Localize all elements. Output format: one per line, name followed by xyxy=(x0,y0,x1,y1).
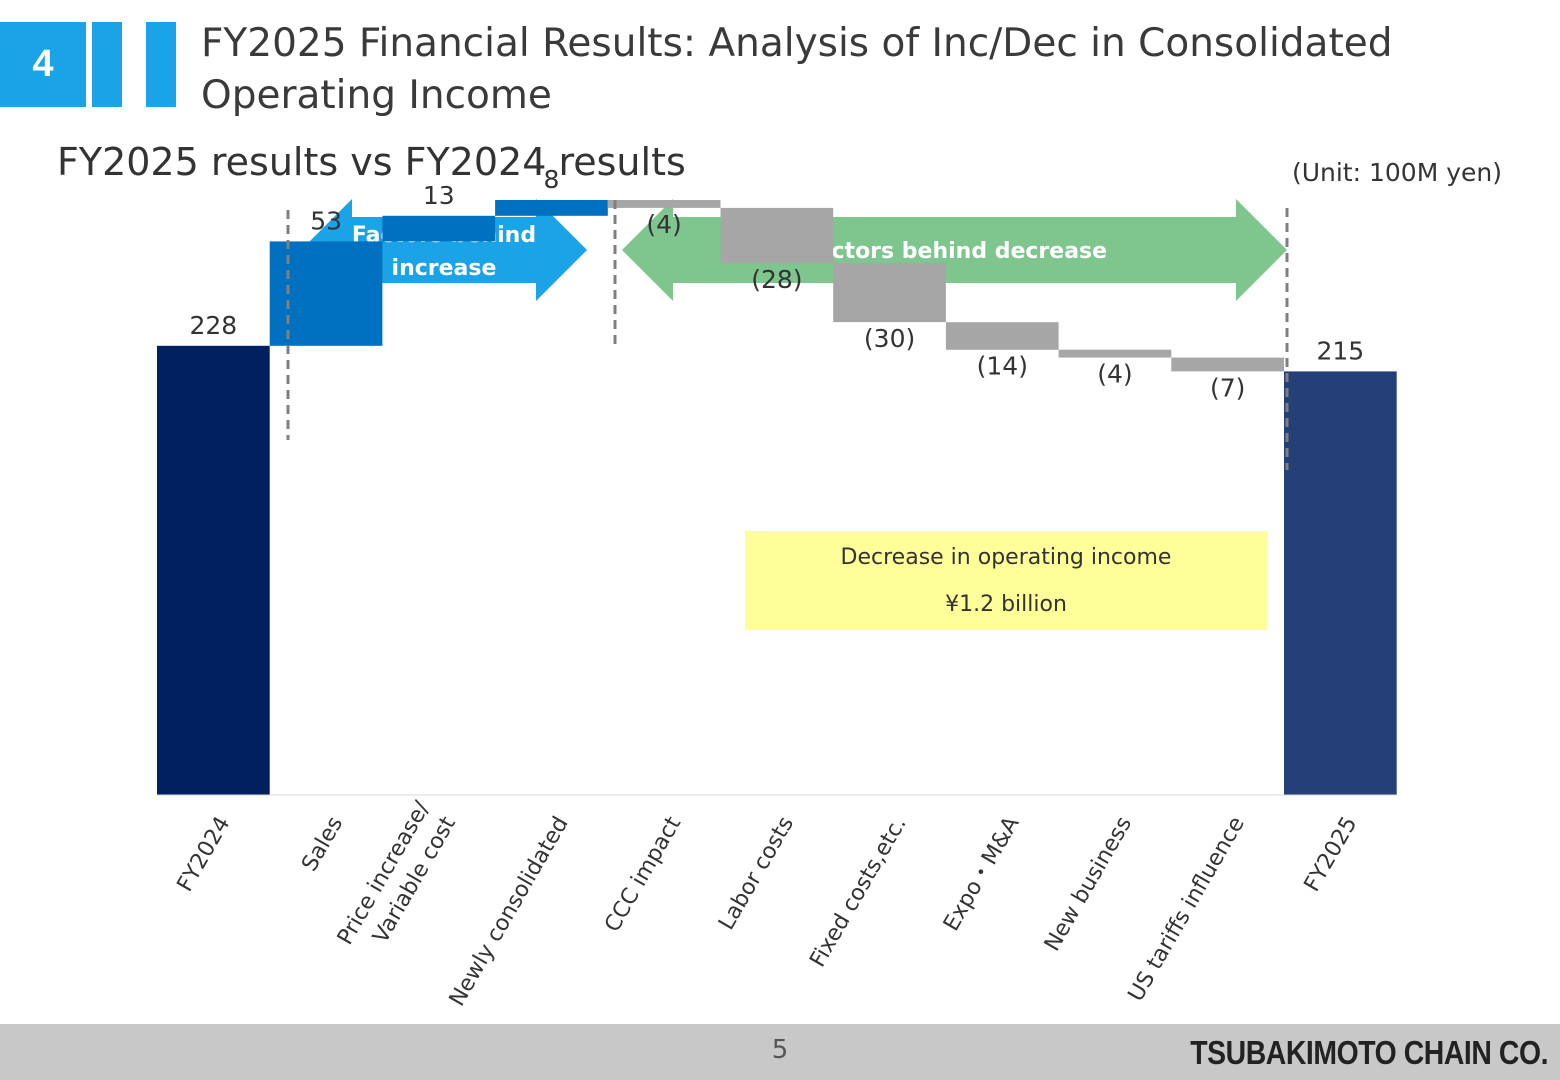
bar-newly-consolidated xyxy=(495,200,608,216)
unit-label: (Unit: 100M yen) xyxy=(1291,158,1502,187)
tick-label-expo-m-a: Expo・M&A xyxy=(939,813,1024,936)
decrease-arrow-label: Factors behind decrease xyxy=(803,239,1107,264)
tick-label-line: CCC impact xyxy=(600,812,686,936)
tick-label-sales: Sales xyxy=(297,813,348,876)
bar-ccc-impact xyxy=(607,200,721,208)
waterfall-chart: Factors behind increase Factors behind d… xyxy=(157,165,1397,1011)
page-title: FY2025 Financial Results: Analysis of In… xyxy=(201,21,1393,118)
tick-label-line: New business xyxy=(1040,813,1137,956)
tick-label-ccc-impact: CCC impact xyxy=(600,812,686,936)
decrease-callout-box: Decrease in operating income ¥1.2 billio… xyxy=(745,531,1267,630)
data-labels: 228 53 13 8 (4) (28) (30) (14) (4) (7) 215 xyxy=(189,165,1364,402)
bar-new-business xyxy=(1058,349,1172,358)
data-label-new-business: (4) xyxy=(1097,360,1132,389)
data-label-expo-m-a: (14) xyxy=(977,352,1028,381)
bar-fixed-costs-etc xyxy=(833,263,946,323)
data-label-fy2024: 228 xyxy=(189,311,237,340)
bar-price-increase-variable-cost xyxy=(382,215,496,242)
tick-label-us-tariffs-influence: US tariffs influence xyxy=(1124,813,1250,1006)
section-number-badge: 4 xyxy=(0,22,86,107)
data-label-price-increase-variable-cost: 13 xyxy=(423,181,455,210)
bar-fy2024 xyxy=(157,345,270,795)
tick-label-newly-consolidated: Newly consolidated xyxy=(445,813,574,1011)
page-number: 5 xyxy=(771,1035,789,1065)
data-label-us-tariffs-influence: (7) xyxy=(1210,373,1245,402)
data-label-sales: 53 xyxy=(310,206,342,235)
header-decor-bar-1 xyxy=(92,22,122,107)
footer-bar xyxy=(0,1024,1560,1080)
data-label-labor-costs: (28) xyxy=(751,265,802,294)
tick-label-line: US tariffs influence xyxy=(1124,813,1250,1006)
tick-label-line: FY2025 xyxy=(1300,813,1363,897)
tick-label-labor-costs: Labor costs xyxy=(714,813,799,935)
callout-title: Decrease in operating income xyxy=(840,544,1172,570)
data-label-fy2025: 215 xyxy=(1316,336,1364,365)
factor-dividers xyxy=(286,200,1289,470)
tick-label-line: Sales xyxy=(297,813,348,876)
tick-label-fixed-costs-etc: Fixed costs,etc. xyxy=(805,813,911,972)
data-label-newly-consolidated: 8 xyxy=(544,165,560,194)
tick-label-line: FY2024 xyxy=(173,813,236,897)
tick-label-fy2024: FY2024 xyxy=(173,813,236,897)
tick-label-line: Newly consolidated xyxy=(445,813,574,1011)
tick-label-line: Expo・M&A xyxy=(939,813,1024,936)
tick-label-fy2025: FY2025 xyxy=(1300,813,1363,897)
waterfall-bars xyxy=(157,200,1397,795)
tick-label-line: Fixed costs,etc. xyxy=(805,813,911,972)
company-logo: TSUBAKIMOTO CHAIN CO. xyxy=(1190,1034,1548,1071)
header-decor-bar-2 xyxy=(146,22,176,107)
tick-label-line: Labor costs xyxy=(714,813,799,935)
bar-labor-costs xyxy=(720,207,834,264)
data-label-fixed-costs-etc: (30) xyxy=(864,324,915,353)
bar-us-tariffs-influence xyxy=(1171,357,1284,372)
callout-amount: ¥1.2 billion xyxy=(945,591,1067,617)
tick-label-new-business: New business xyxy=(1040,813,1137,956)
data-label-ccc-impact: (4) xyxy=(646,210,681,239)
bar-expo-m-a xyxy=(945,322,1059,350)
bar-fy2025 xyxy=(1284,371,1397,795)
tick-label-price-increase-variable-cost: Price increase/Variable cost xyxy=(333,797,461,949)
increase-arrow-label-line2: increase xyxy=(392,256,497,281)
comparison-subtitle: FY2025 results vs FY2024 results xyxy=(57,140,686,184)
